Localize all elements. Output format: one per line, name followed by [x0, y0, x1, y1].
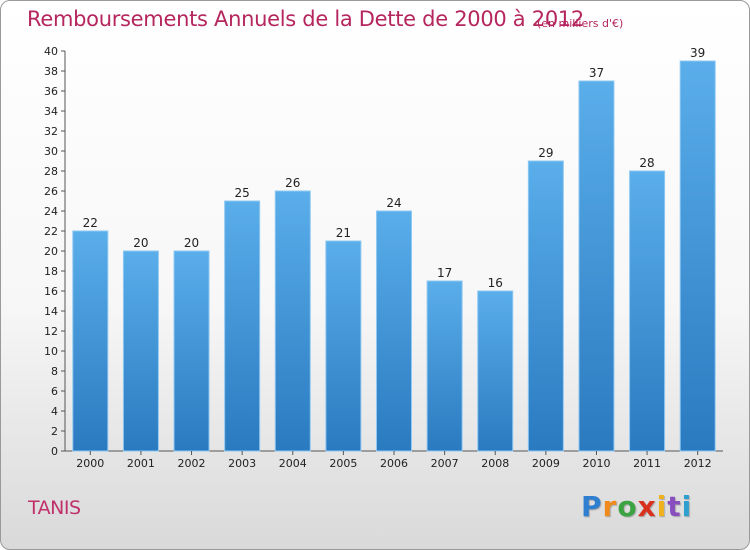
- bar-2005: [325, 240, 362, 452]
- logo-letter: P: [581, 490, 603, 523]
- data-label-2010: 37: [589, 66, 604, 80]
- y-tick-label: 20: [44, 245, 58, 258]
- y-tick-label: 8: [51, 365, 58, 378]
- logo-letter: i: [681, 490, 693, 523]
- x-tick-label-2012: 2012: [684, 457, 712, 470]
- logo-letter: t: [667, 490, 682, 523]
- data-label-2001: 20: [133, 236, 148, 250]
- y-tick-label: 22: [44, 225, 58, 238]
- y-tick-label: 30: [44, 145, 58, 158]
- y-tick-label: 2: [51, 425, 58, 438]
- chart-title: Remboursements Annuels de la Dette de 20…: [27, 7, 584, 31]
- bar-2009: [527, 160, 564, 452]
- y-tick-label: 0: [51, 445, 58, 458]
- logo-letter: o: [617, 490, 638, 523]
- bar-2004: [274, 190, 311, 452]
- data-label-2009: 29: [538, 146, 553, 160]
- y-tick-label: 6: [51, 385, 58, 398]
- y-tick-label: 36: [44, 85, 58, 98]
- x-tick-label-2003: 2003: [228, 457, 256, 470]
- data-label-2005: 21: [336, 226, 351, 240]
- data-label-2011: 28: [639, 156, 654, 170]
- bar-2007: [426, 280, 463, 452]
- y-tick-label: 18: [44, 265, 58, 278]
- logo-letter: x: [637, 490, 657, 523]
- y-tick-label: 34: [44, 105, 58, 118]
- data-label-2002: 20: [184, 236, 199, 250]
- proxiti-logo[interactable]: Proxiti: [581, 490, 692, 523]
- bar-2002: [173, 250, 210, 452]
- data-label-2004: 26: [285, 176, 300, 190]
- y-tick-label: 14: [44, 305, 58, 318]
- y-tick-label: 10: [44, 345, 58, 358]
- x-tick-label-2008: 2008: [481, 457, 509, 470]
- logo-letter: r: [602, 490, 618, 523]
- x-tick-label-2007: 2007: [431, 457, 459, 470]
- y-tick-label: 28: [44, 165, 58, 178]
- x-tick-label-2009: 2009: [532, 457, 560, 470]
- y-tick-label: 16: [44, 285, 58, 298]
- data-label-2003: 25: [235, 186, 250, 200]
- x-tick-label-2002: 2002: [178, 457, 206, 470]
- x-tick-label-2006: 2006: [380, 457, 408, 470]
- chart-subtitle: (en milliers d'€): [537, 17, 624, 30]
- data-label-2008: 16: [488, 276, 503, 290]
- data-label-2000: 22: [83, 216, 98, 230]
- x-tick-label-2000: 2000: [76, 457, 104, 470]
- commune-name: TANIS: [28, 497, 81, 519]
- bar-2006: [376, 210, 412, 452]
- y-tick-label: 32: [44, 125, 58, 138]
- data-label-2007: 17: [437, 266, 452, 280]
- bar-2010: [578, 80, 615, 452]
- y-tick-label: 24: [44, 205, 58, 218]
- bar-chart: 0246810121416182022242628303234363840222…: [44, 45, 723, 470]
- x-tick-label-2010: 2010: [582, 457, 610, 470]
- bar-2001: [122, 250, 159, 452]
- y-tick-label: 40: [44, 45, 58, 58]
- y-tick-label: 12: [44, 325, 58, 338]
- x-tick-label-2005: 2005: [329, 457, 357, 470]
- x-tick-label-2004: 2004: [279, 457, 307, 470]
- bar-2012: [679, 60, 716, 452]
- bar-2000: [72, 230, 109, 452]
- bar-2003: [224, 200, 261, 452]
- y-tick-label: 38: [44, 65, 58, 78]
- x-tick-label-2001: 2001: [127, 457, 155, 470]
- y-tick-label: 26: [44, 185, 58, 198]
- bar-2008: [477, 290, 514, 452]
- x-tick-label-2011: 2011: [633, 457, 661, 470]
- data-label-2012: 39: [690, 46, 705, 60]
- logo-letter: i: [656, 490, 668, 523]
- bar-2011: [629, 170, 666, 452]
- y-tick-label: 4: [51, 405, 58, 418]
- data-label-2006: 24: [386, 196, 401, 210]
